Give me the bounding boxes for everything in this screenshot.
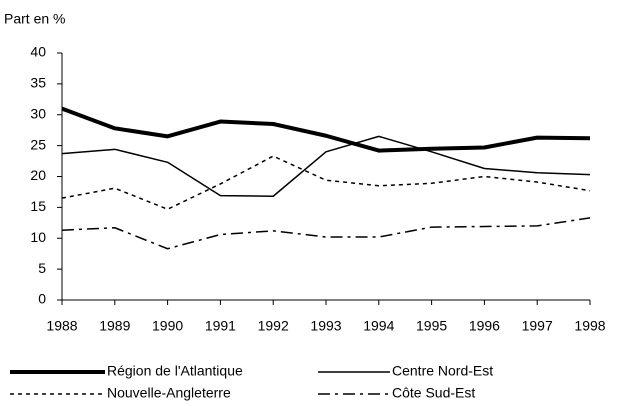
x-tick-label: 1998 (574, 318, 605, 334)
y-tick-label: 10 (30, 229, 46, 245)
legend-label: Côte Sud-Est (392, 385, 475, 401)
x-tick-label: 1992 (258, 318, 289, 334)
x-tick-label: 1991 (205, 318, 236, 334)
series-line (61, 106, 591, 153)
x-tick-label: 1989 (99, 318, 130, 334)
y-tick-label: 30 (30, 105, 46, 121)
y-axis-label: Part en % (4, 11, 65, 27)
x-tick-label: 1995 (416, 318, 447, 334)
y-tick-label: 15 (30, 198, 46, 214)
legend-label: Région de l'Atlantique (107, 363, 243, 379)
y-tick-label: 35 (30, 75, 46, 91)
x-tick-label: 1993 (310, 318, 341, 334)
y-tick-label: 40 (30, 44, 46, 60)
legend-label: Nouvelle-Angleterre (107, 385, 231, 401)
x-tick-label: 1988 (46, 318, 77, 334)
y-tick-label: 20 (30, 167, 46, 183)
x-tick-label: 1990 (152, 318, 183, 334)
series-line (61, 155, 591, 210)
legend-label: Centre Nord-Est (392, 363, 493, 379)
y-tick-label: 0 (38, 291, 46, 307)
x-tick-label: 1996 (469, 318, 500, 334)
series-line (61, 217, 591, 250)
y-tick-label: 25 (30, 136, 46, 152)
x-tick-label: 1994 (363, 318, 394, 334)
x-tick-label: 1997 (522, 318, 553, 334)
y-tick-label: 5 (38, 260, 46, 276)
series-line (61, 135, 591, 198)
